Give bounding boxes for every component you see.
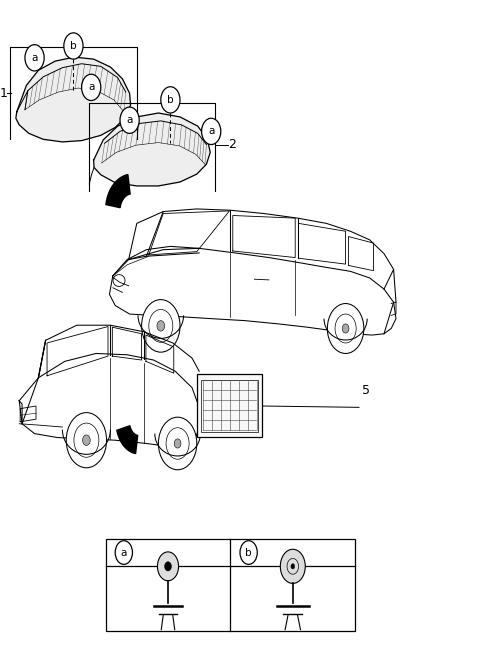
Circle shape	[83, 435, 90, 445]
Text: 1: 1	[0, 87, 8, 100]
Circle shape	[64, 33, 83, 59]
Text: 5: 5	[362, 384, 371, 397]
Polygon shape	[19, 353, 199, 448]
Text: b: b	[70, 41, 77, 51]
Circle shape	[161, 87, 180, 113]
Text: 4: 4	[272, 546, 280, 559]
Text: b: b	[167, 95, 174, 105]
Bar	[197, 374, 262, 437]
Circle shape	[158, 417, 197, 470]
Circle shape	[327, 304, 364, 353]
Text: b: b	[245, 547, 252, 558]
Text: a: a	[88, 82, 95, 93]
Text: a: a	[120, 547, 127, 558]
Circle shape	[165, 562, 171, 571]
Text: a: a	[31, 53, 38, 63]
Text: 2: 2	[228, 138, 236, 151]
Text: 3: 3	[147, 546, 155, 559]
Circle shape	[291, 564, 295, 569]
Circle shape	[120, 107, 139, 133]
Circle shape	[240, 541, 257, 564]
Circle shape	[82, 74, 101, 101]
Text: a: a	[126, 115, 133, 125]
Polygon shape	[106, 175, 130, 208]
Polygon shape	[117, 426, 138, 453]
Polygon shape	[94, 113, 210, 186]
Circle shape	[25, 45, 44, 71]
Circle shape	[157, 552, 179, 581]
Circle shape	[157, 321, 165, 331]
Bar	[201, 380, 258, 432]
Bar	[106, 539, 355, 631]
Circle shape	[280, 549, 305, 583]
Circle shape	[66, 413, 107, 468]
Circle shape	[174, 439, 181, 448]
Circle shape	[115, 541, 132, 564]
Polygon shape	[16, 57, 131, 142]
Circle shape	[142, 300, 180, 352]
Polygon shape	[109, 246, 396, 335]
Text: a: a	[208, 126, 215, 137]
Circle shape	[202, 118, 221, 145]
Circle shape	[342, 324, 349, 333]
